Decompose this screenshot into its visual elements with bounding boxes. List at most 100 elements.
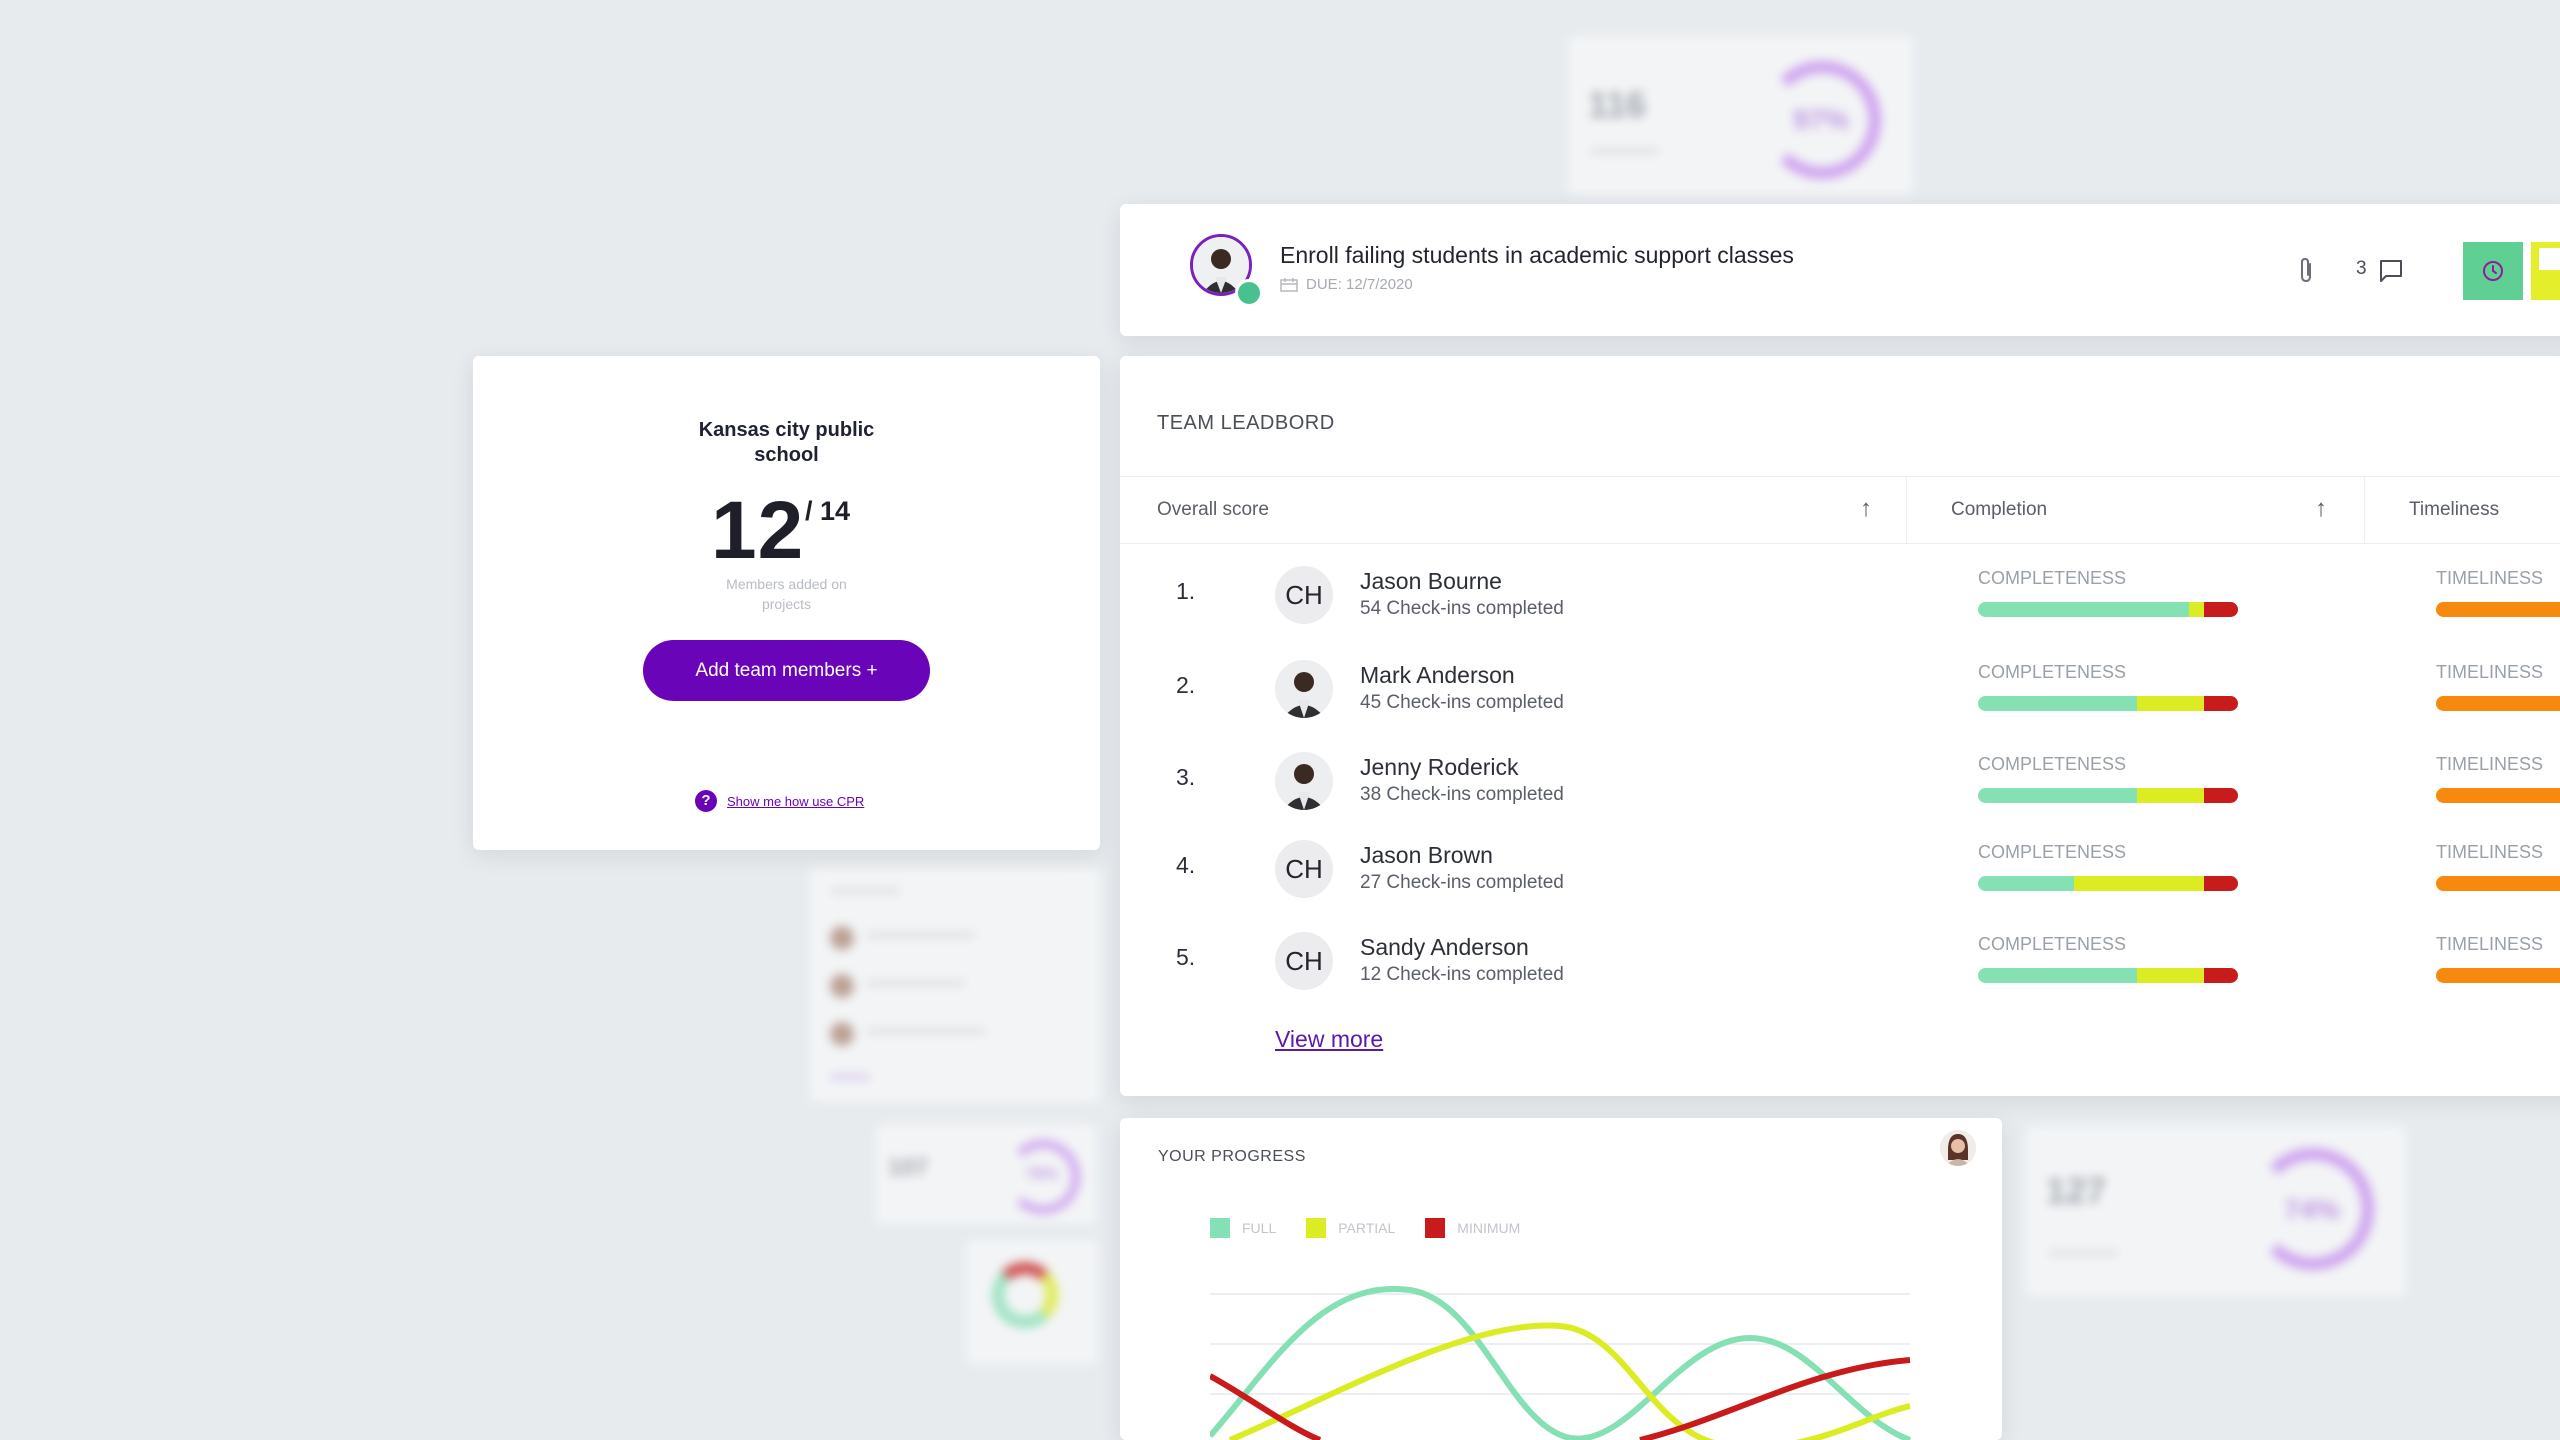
member-checkins: 45 Check-ins completed (1360, 692, 1564, 714)
completeness-minimum-segment (2204, 788, 2238, 803)
checkins-suffix: Check-ins completed (1386, 598, 1564, 619)
checkins-suffix: Check-ins completed (1386, 872, 1564, 893)
timeliness-label: TIMELINESS (2436, 842, 2544, 862)
rank-number: 1. (1176, 578, 1196, 604)
task-card[interactable]: Enroll failing students in academic supp… (1120, 204, 2560, 336)
ghost-stat-card-top: 116 97% (1568, 36, 1913, 194)
members-count: 12 (711, 485, 805, 576)
members-total: / 14 (805, 496, 851, 526)
completeness-bar (1978, 968, 2238, 983)
legend-item-full: FULL (1210, 1218, 1276, 1238)
completeness-bar (1978, 876, 2238, 891)
avatar (1275, 752, 1333, 810)
member-name[interactable]: Jason Brown (1360, 842, 1493, 868)
table-row[interactable]: 5. CH Sandy Anderson 12 Check-ins completed… (1120, 918, 2560, 1008)
checkins-suffix: Check-ins completed (1386, 964, 1564, 985)
sort-up-arrow-icon[interactable]: ↑ (1860, 495, 1872, 522)
completeness-label: COMPLETENESS (1978, 568, 2127, 588)
table-row[interactable]: 1. CH Jason Bourne 54 Check-ins completed CO… (1120, 552, 2560, 642)
checkins-count: 38 (1360, 784, 1382, 805)
question-icon: ? (695, 790, 717, 812)
table-row[interactable]: 3. Jenny Roderick 38 Check-ins completed CO… (1120, 738, 2560, 828)
member-name[interactable]: Mark Anderson (1360, 662, 1515, 688)
checkins-suffix: Check-ins completed (1386, 692, 1564, 713)
help-link[interactable]: Show me how use CPR (727, 793, 865, 809)
completeness-full-segment (1978, 876, 2075, 891)
table-row[interactable]: 4. CH Jason Brown 27 Check-ins completed COM… (1120, 826, 2560, 916)
series-line-full (1210, 1285, 1912, 1440)
calendar-icon (1280, 277, 1298, 292)
member-name[interactable]: Sandy Anderson (1360, 934, 1529, 960)
ghost-stat-card-mid: 107 78% (876, 1124, 1096, 1224)
add-team-members-button[interactable]: Add team members + (643, 640, 930, 701)
rank-number: 2. (1176, 672, 1196, 698)
timeliness-bar (2436, 968, 2560, 983)
checkins-suffix: Check-ins completed (1386, 784, 1564, 805)
members-caption: Members added on projects (726, 576, 847, 612)
completeness-full-segment (1978, 696, 2137, 711)
completeness-label: COMPLETENESS (1978, 662, 2127, 682)
completeness-full-segment (1978, 968, 2137, 983)
ghost-progress-ring (1006, 1140, 1080, 1214)
column-overall-score[interactable]: Overall score (1157, 499, 1269, 520)
ghost-stat-percent: 74% (2284, 1194, 2341, 1225)
ghost-stat-number: 107 (888, 1154, 929, 1181)
series-line-partial (1228, 1322, 1911, 1440)
timeliness-label: TIMELINESS (2436, 754, 2544, 774)
paperclip-icon[interactable] (2296, 256, 2316, 289)
timeliness-label: TIMELINESS (2436, 568, 2544, 588)
column-timeliness[interactable]: Timeliness (2409, 499, 2500, 520)
legend-swatch (1210, 1218, 1230, 1238)
timeliness-label: TIMELINESS (2436, 662, 2544, 682)
ghost-list-card (810, 868, 1100, 1102)
completeness-partial-segment (2136, 968, 2205, 983)
completeness-full-segment (1978, 602, 2189, 617)
clock-icon (2483, 261, 2503, 281)
ghost-donut (992, 1262, 1058, 1328)
help-row[interactable]: ? Show me how use CPR (695, 790, 864, 812)
completeness-minimum-segment (2204, 968, 2238, 983)
ghost-stat-number: 127 (2046, 1170, 2107, 1211)
rank-number: 3. (1176, 764, 1196, 790)
avatar-initials: CH (1275, 840, 1333, 898)
completeness-partial-segment (2136, 696, 2205, 711)
legend-item-partial: PARTIAL (1306, 1218, 1395, 1238)
checkins-count: 54 (1360, 598, 1382, 619)
completeness-label: COMPLETENESS (1978, 934, 2127, 954)
completeness-partial-segment (2136, 788, 2205, 803)
completeness-partial-segment (2074, 876, 2205, 891)
completeness-label: COMPLETENESS (1978, 754, 2127, 774)
chart-legend: FULL PARTIAL MINIMUM (1210, 1218, 1520, 1238)
person-photo-icon (1275, 752, 1333, 810)
member-checkins: 38 Check-ins completed (1360, 784, 1564, 806)
rank-number: 4. (1176, 852, 1196, 878)
status-dot (1235, 279, 1263, 307)
leaderboard-title: TEAM LEADBORD (1157, 412, 1335, 434)
legend-swatch (1306, 1218, 1327, 1238)
completeness-bar (1978, 602, 2238, 617)
member-name[interactable]: Jason Bourne (1360, 568, 1502, 594)
avatar (1275, 660, 1333, 718)
completeness-minimum-segment (2204, 696, 2238, 711)
sort-up-arrow-icon[interactable]: ↑ (2315, 495, 2327, 522)
partial-status-button[interactable] (2531, 242, 2560, 300)
clock-button[interactable] (2463, 242, 2523, 300)
timeliness-bar (2436, 788, 2560, 803)
comment-icon[interactable] (2378, 258, 2404, 289)
member-checkins: 27 Check-ins completed (1360, 872, 1564, 894)
timeliness-bar (2436, 876, 2560, 891)
rank-number: 5. (1176, 944, 1196, 970)
leaderboard-header: Overall score ↑ Completion ↑ Timeliness (1120, 476, 2560, 544)
your-progress-card: YOUR PROGRESS FULL PARTIAL MINIMUM (1120, 1118, 2002, 1440)
avatar-initials: CH (1275, 566, 1333, 624)
completeness-minimum-segment (2204, 876, 2238, 891)
team-leaderboard: TEAM LEADBORD Overall score ↑ Completion… (1120, 356, 2560, 1096)
person-photo-icon (1275, 660, 1333, 718)
table-row[interactable]: 2. Mark Anderson 45 Check-ins completed COM… (1120, 646, 2560, 736)
task-due-date: DUE: 12/7/2020 (1280, 276, 1413, 293)
completeness-full-segment (1978, 788, 2137, 803)
task-title[interactable]: Enroll failing students in academic supp… (1280, 242, 1794, 268)
column-completion[interactable]: Completion (1951, 499, 2048, 520)
view-more-link[interactable]: View more (1275, 1026, 1384, 1052)
member-name[interactable]: Jenny Roderick (1360, 754, 1519, 780)
